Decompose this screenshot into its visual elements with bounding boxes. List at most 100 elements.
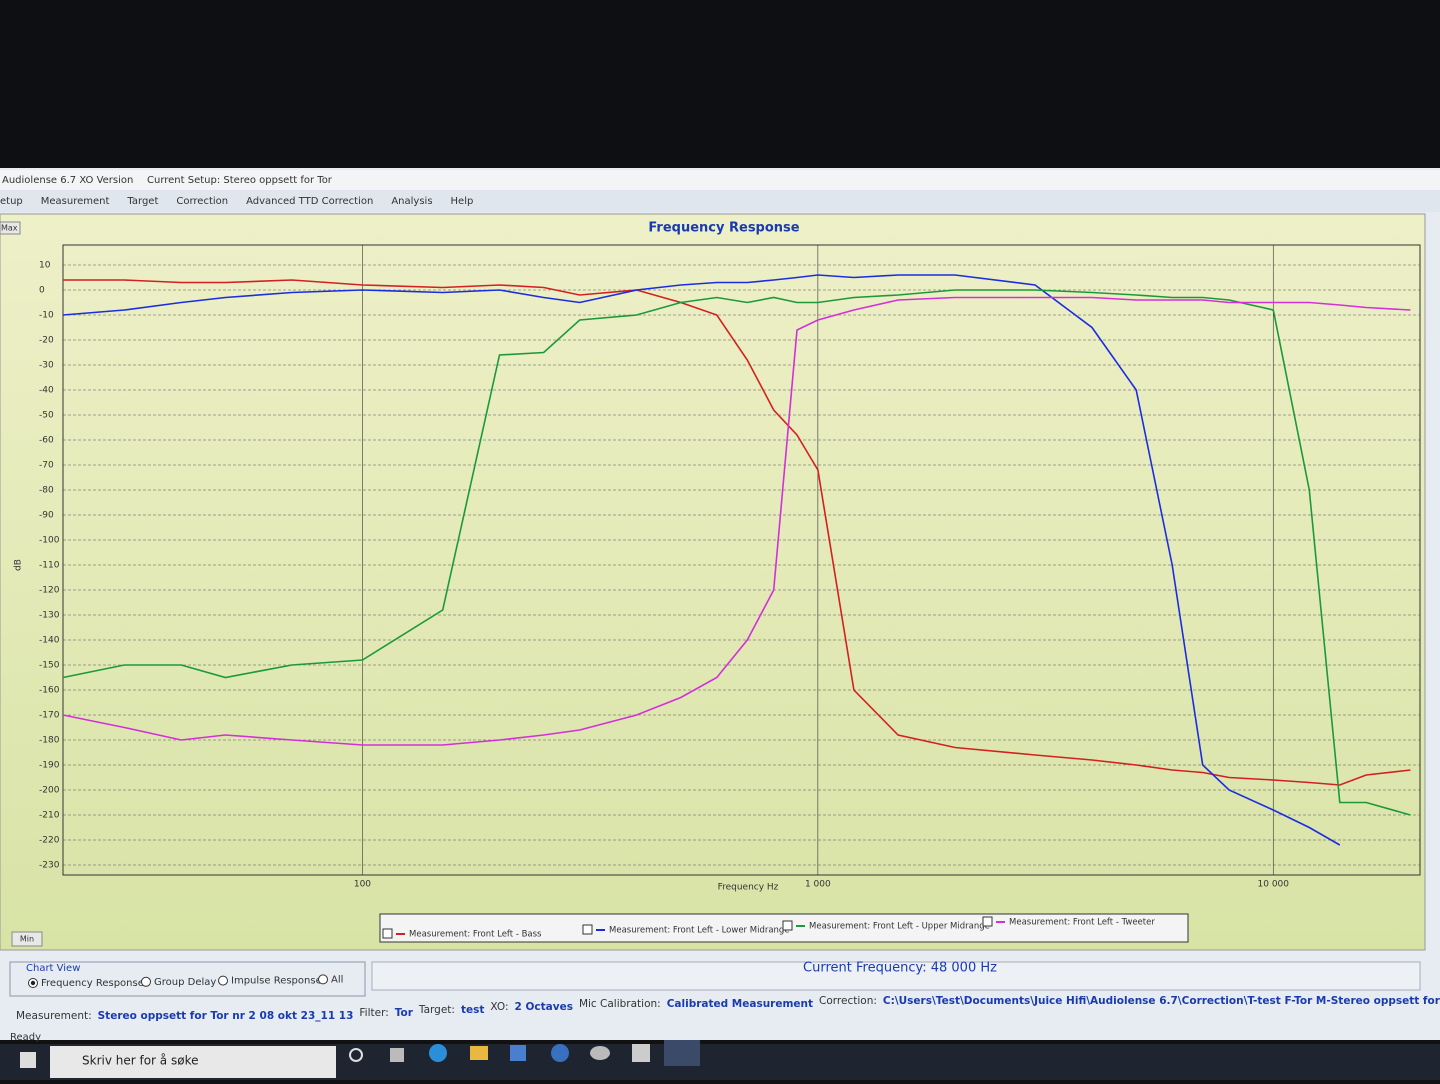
- series-line: [62, 274, 1341, 846]
- status-line: Measurement: Stereo oppsett for Tor nr 2 …: [16, 995, 1440, 1022]
- series-line: [62, 296, 1411, 746]
- status-value: C:\Users\Test\Documents\Juice Hifi\Audio…: [883, 995, 1440, 1007]
- status-value: Calibrated Measurement: [667, 998, 813, 1010]
- explorer-icon[interactable]: [470, 1046, 488, 1060]
- chart-area: [0, 213, 1426, 951]
- bezel: [0, 0, 1440, 168]
- store-icon[interactable]: [510, 1045, 526, 1061]
- status-label: Measurement:: [16, 1010, 92, 1022]
- y-tick-label: -120: [39, 586, 60, 596]
- edge-icon[interactable]: [429, 1044, 447, 1062]
- window-title: Audiolense 6.7 XO Version: [2, 175, 133, 186]
- x-axis-label: Frequency Hz: [718, 883, 779, 893]
- y-tick-label: -10: [39, 311, 54, 321]
- y-tick-label: 0: [39, 286, 45, 296]
- menu-item[interactable]: etup: [0, 196, 23, 207]
- y-tick-label: -90: [39, 511, 54, 521]
- y-tick-label: -220: [39, 836, 60, 846]
- chart-view-title: Chart View: [26, 963, 80, 974]
- current-frequency: Current Frequency: 48 000 Hz: [803, 961, 997, 976]
- chart-title: Frequency Response: [648, 221, 799, 236]
- active-app[interactable]: [664, 1040, 700, 1066]
- status-value: Tor: [395, 1007, 414, 1019]
- min-button-label[interactable]: Min: [20, 935, 34, 944]
- app-icon[interactable]: [590, 1046, 610, 1060]
- legend-checkbox[interactable]: [782, 920, 793, 931]
- legend-label: Measurement: Front Left - Upper Midrange: [809, 922, 990, 932]
- max-button[interactable]: [0, 221, 21, 235]
- y-tick-label: 10: [39, 261, 51, 271]
- app-icon[interactable]: [632, 1044, 650, 1062]
- status-value: test: [461, 1004, 484, 1016]
- y-tick-label: -180: [39, 736, 60, 746]
- frequency-panel: [371, 961, 1421, 991]
- status-label: Filter:: [359, 1007, 388, 1019]
- x-tick-label: 10 000: [1258, 880, 1290, 890]
- status-label: Correction:: [819, 995, 877, 1007]
- status-value: Stereo oppsett for Tor nr 2 08 okt 23_11…: [98, 1010, 354, 1022]
- search-box[interactable]: [50, 1046, 336, 1078]
- y-tick-label: -40: [39, 386, 54, 396]
- y-tick-label: -70: [39, 461, 54, 471]
- y-tick-label: -200: [39, 786, 60, 796]
- menu-item[interactable]: Measurement: [41, 196, 110, 207]
- series-line: [63, 279, 1411, 786]
- search-placeholder[interactable]: Skriv her for å søke: [82, 1054, 198, 1068]
- min-button[interactable]: [11, 931, 43, 947]
- radio-label[interactable]: Impulse Response: [231, 976, 322, 987]
- y-tick-label: -150: [39, 661, 60, 671]
- y-axis-label: dB: [14, 559, 24, 571]
- y-tick-label: -170: [39, 711, 60, 721]
- radio-label[interactable]: Group Delay: [154, 977, 216, 988]
- x-tick-label: 1 000: [805, 880, 831, 890]
- y-tick-label: -20: [39, 336, 54, 346]
- app-icon[interactable]: [551, 1044, 569, 1062]
- task-view-icon[interactable]: [349, 1048, 363, 1062]
- legend-label: Measurement: Front Left - Tweeter: [1009, 918, 1155, 928]
- y-tick-label: -110: [39, 561, 60, 571]
- menu-bar: [0, 190, 1440, 212]
- y-tick-label: -130: [39, 611, 60, 621]
- y-tick-label: -60: [39, 436, 54, 446]
- radio-button[interactable]: [218, 975, 228, 986]
- chart-view-options: Frequency Response Group Delay Impulse Res…: [28, 974, 343, 989]
- y-tick-label: -210: [39, 811, 60, 821]
- menu-item[interactable]: Target: [126, 196, 158, 207]
- y-tick-label: -50: [39, 411, 54, 421]
- legend-entries: Measurement: Front Left - Bass Measuremen…: [382, 916, 1155, 940]
- status-value: 2 Octaves: [515, 1001, 573, 1013]
- radio-label[interactable]: All: [331, 974, 343, 985]
- radio-dot: [30, 980, 36, 986]
- menu-item[interactable]: Advanced TTD Correction: [246, 196, 373, 207]
- taskbar-icons: [349, 1040, 700, 1066]
- taskbar-icon[interactable]: [390, 1048, 404, 1062]
- y-tick-label: -230: [39, 861, 60, 871]
- status-label: Mic Calibration:: [579, 998, 661, 1010]
- status-bar: Ready: [10, 1032, 41, 1043]
- radio-button[interactable]: [141, 976, 151, 987]
- status-label: Target:: [418, 1004, 455, 1016]
- menu-item[interactable]: Help: [451, 196, 474, 207]
- y-tick-label: -80: [39, 486, 54, 496]
- legend-label: Measurement: Front Left - Bass: [409, 930, 542, 940]
- menu-item[interactable]: Analysis: [391, 196, 432, 207]
- menu: etup Measurement Target Correction Advanced …: [0, 196, 473, 207]
- legend-checkbox[interactable]: [982, 916, 993, 927]
- y-tick-label: -190: [39, 761, 60, 771]
- max-button-label[interactable]: Max: [1, 224, 18, 233]
- setup-title: Current Setup: Stereo oppsett for Tor: [147, 175, 333, 186]
- legend-checkbox[interactable]: [582, 924, 593, 935]
- radio-label[interactable]: Frequency Response: [41, 978, 144, 989]
- start-button[interactable]: [20, 1052, 36, 1068]
- legend-checkbox[interactable]: [382, 928, 393, 939]
- status-label: XO:: [490, 1001, 508, 1013]
- title-bar: [0, 170, 1440, 190]
- plot: 100-10-20-30-40-50-60-70-80-90-100-110-1…: [39, 245, 1420, 890]
- menu-item[interactable]: Correction: [176, 196, 228, 207]
- legend-label: Measurement: Front Left - Lower Midrange: [609, 926, 790, 936]
- radio-button[interactable]: [318, 974, 328, 985]
- y-tick-label: -160: [39, 686, 60, 696]
- chart-view-group: [9, 961, 366, 997]
